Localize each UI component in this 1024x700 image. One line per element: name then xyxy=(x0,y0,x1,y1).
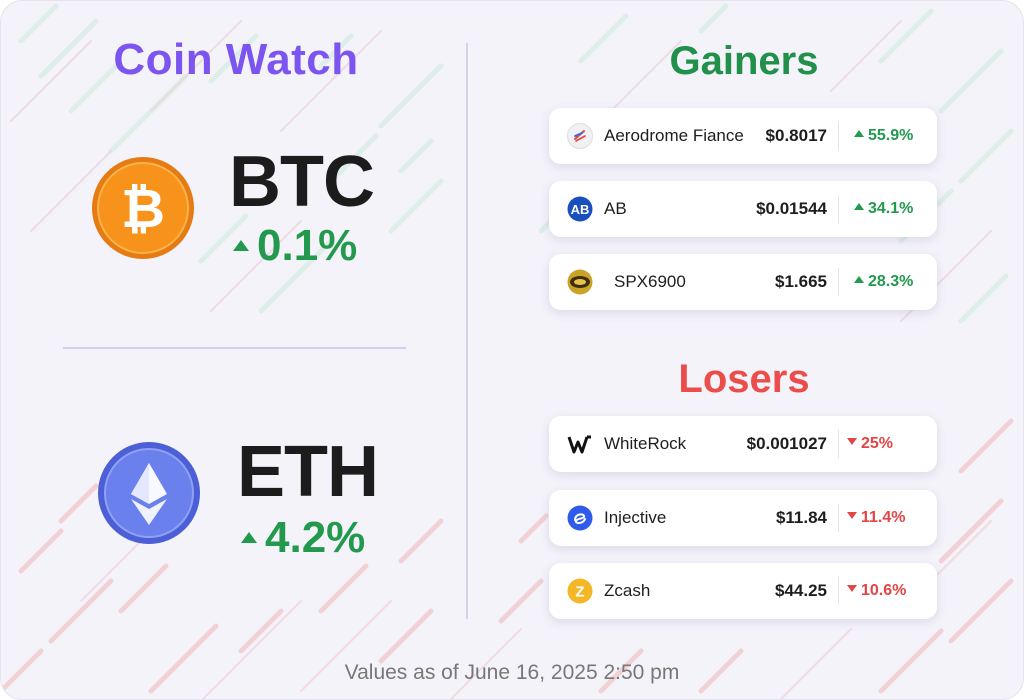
down-arrow-icon xyxy=(847,438,857,446)
horizontal-divider xyxy=(63,347,406,349)
zcash-icon: Z xyxy=(567,578,593,604)
coin-price: $11.84 xyxy=(775,508,827,527)
svg-text:AB: AB xyxy=(571,202,590,217)
timestamp-footer: Values as of June 16, 2025 2:50 pm xyxy=(344,661,680,684)
btc-change: 0.1% xyxy=(233,221,357,271)
coin-change: 10.6% xyxy=(847,582,906,600)
row-separator xyxy=(838,430,839,458)
coin-name: AB xyxy=(604,199,627,218)
up-arrow-icon xyxy=(233,239,249,251)
losers-heading: Losers xyxy=(678,357,810,401)
svg-text:₿: ₿ xyxy=(121,179,165,239)
up-arrow-icon xyxy=(854,130,864,138)
coin-change: 55.9% xyxy=(854,127,913,145)
coin-price: $0.001027 xyxy=(746,434,827,453)
up-arrow-icon xyxy=(854,276,864,284)
eth-change-value: 4.2% xyxy=(265,513,366,562)
ethereum-icon xyxy=(98,442,200,544)
svg-text:Z: Z xyxy=(575,584,584,601)
coin-change: 25% xyxy=(847,435,893,453)
btc-symbol: BTC xyxy=(229,142,375,222)
up-arrow-icon xyxy=(241,531,257,543)
bitcoin-icon: ₿ xyxy=(92,157,194,259)
coin-change-value: 55.9% xyxy=(868,127,914,144)
gainer-row[interactable]: AB AB $0.01544 34.1% xyxy=(549,181,937,237)
eth-change: 4.2% xyxy=(241,513,365,563)
coin-change-value: 10.6% xyxy=(861,582,907,599)
down-arrow-icon xyxy=(847,512,857,520)
spx6900-icon xyxy=(567,269,593,295)
coin-price: $44.25 xyxy=(775,581,827,600)
coin-price: $1.665 xyxy=(775,272,827,291)
coin-change: 11.4% xyxy=(847,509,905,527)
loser-row[interactable]: Z Zcash $44.25 10.6% xyxy=(549,563,937,619)
coin-change: 34.1% xyxy=(854,200,913,218)
row-separator xyxy=(838,577,839,605)
coin-change-value: 34.1% xyxy=(868,200,914,217)
app-title: Coin Watch xyxy=(113,35,359,84)
coin-name: Aerodrome Fiance xyxy=(604,126,744,145)
gainers-heading: Gainers xyxy=(669,39,819,83)
coin-name: SPX6900 xyxy=(614,272,686,291)
up-arrow-icon xyxy=(854,203,864,211)
gainer-row[interactable]: Aerodrome Fiance $0.8017 55.9% xyxy=(549,108,937,164)
aerodrome-icon xyxy=(567,123,593,149)
btc-change-value: 0.1% xyxy=(257,221,358,270)
coin-price: $0.01544 xyxy=(756,199,827,218)
eth-symbol: ETH xyxy=(237,432,379,512)
vertical-divider xyxy=(466,43,468,619)
coin-change: 28.3% xyxy=(854,273,913,291)
injective-icon xyxy=(567,505,593,531)
row-separator xyxy=(838,195,839,223)
ab-icon: AB xyxy=(567,196,593,222)
coin-name: WhiteRock xyxy=(604,434,687,453)
coin-name: Injective xyxy=(604,508,667,527)
coin-change-value: 25% xyxy=(861,435,894,452)
row-separator xyxy=(838,268,839,296)
whiterock-icon xyxy=(567,435,591,454)
row-separator xyxy=(838,504,839,532)
coin-change-value: 11.4% xyxy=(861,509,906,526)
coin-change-value: 28.3% xyxy=(868,273,914,290)
coin-name: Zcash xyxy=(604,581,651,600)
loser-row[interactable]: Injective $11.84 11.4% xyxy=(549,490,937,546)
gainer-row[interactable]: SPX6900 $1.665 28.3% xyxy=(549,254,937,310)
coin-price: $0.8017 xyxy=(765,126,827,145)
down-arrow-icon xyxy=(847,585,857,593)
loser-row[interactable]: WhiteRock $0.001027 25% xyxy=(549,416,937,472)
row-separator xyxy=(838,122,839,150)
